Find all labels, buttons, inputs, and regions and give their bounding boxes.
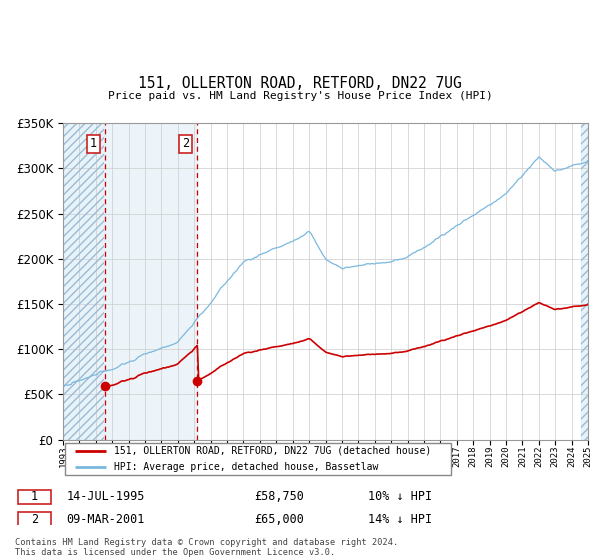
Text: 1: 1 (31, 491, 38, 503)
Text: 2: 2 (182, 138, 190, 151)
Text: 1: 1 (89, 138, 97, 151)
Text: HPI: Average price, detached house, Bassetlaw: HPI: Average price, detached house, Bass… (114, 463, 378, 472)
Text: 14-JUL-1995: 14-JUL-1995 (66, 491, 145, 503)
FancyBboxPatch shape (18, 512, 51, 526)
Text: Price paid vs. HM Land Registry's House Price Index (HPI): Price paid vs. HM Land Registry's House … (107, 91, 493, 101)
Text: Contains HM Land Registry data © Crown copyright and database right 2024.
This d: Contains HM Land Registry data © Crown c… (15, 538, 398, 557)
Text: 151, OLLERTON ROAD, RETFORD, DN22 7UG (detached house): 151, OLLERTON ROAD, RETFORD, DN22 7UG (d… (114, 446, 431, 455)
Text: £65,000: £65,000 (254, 513, 304, 526)
Text: 09-MAR-2001: 09-MAR-2001 (66, 513, 145, 526)
FancyBboxPatch shape (18, 490, 51, 504)
Text: £58,750: £58,750 (254, 491, 304, 503)
Text: 14% ↓ HPI: 14% ↓ HPI (368, 513, 433, 526)
Text: 151, OLLERTON ROAD, RETFORD, DN22 7UG: 151, OLLERTON ROAD, RETFORD, DN22 7UG (138, 76, 462, 91)
Text: 10% ↓ HPI: 10% ↓ HPI (368, 491, 433, 503)
Text: 2: 2 (31, 513, 38, 526)
FancyBboxPatch shape (65, 442, 451, 475)
